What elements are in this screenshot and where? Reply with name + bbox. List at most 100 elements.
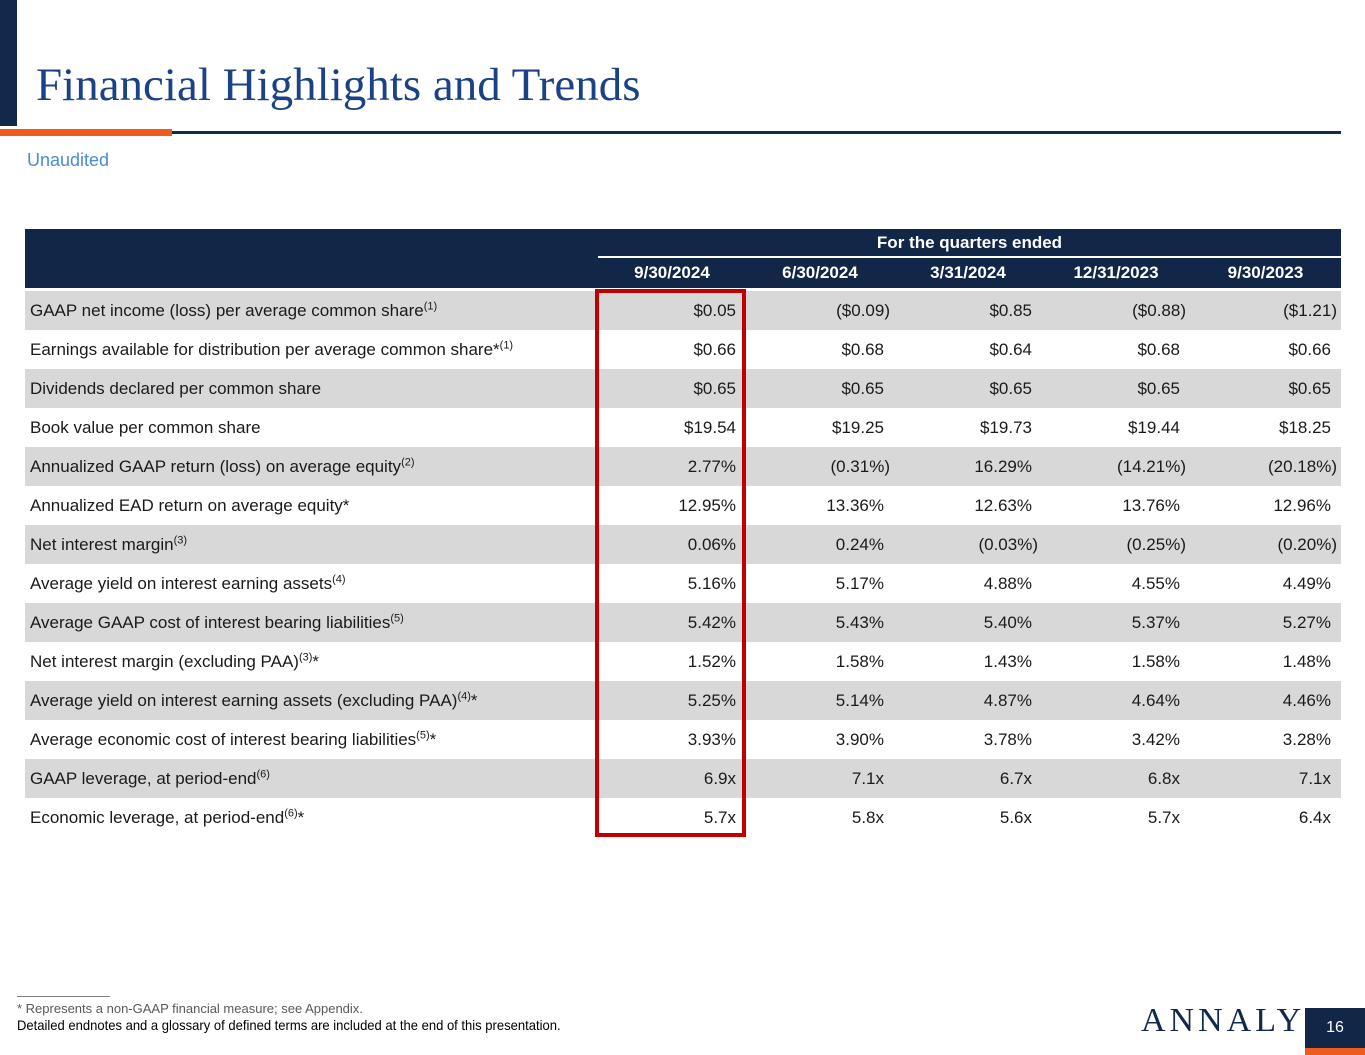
column-header-row: 9/30/2024 6/30/2024 3/31/2024 12/31/2023 9/3… (25, 258, 1341, 288)
cell-value: 6.8x (1147, 768, 1180, 788)
orange-rule (0, 129, 172, 136)
cell-value: $19.54 (684, 417, 736, 437)
cell-value: 4.88% (983, 573, 1032, 593)
table-row: Average GAAP cost of interest bearing li… (25, 603, 1341, 642)
cell-value: $19.73 (980, 417, 1032, 437)
row-label: Annualized EAD return on average equity* (30, 495, 350, 515)
cell-value: 12.63% (974, 495, 1032, 515)
row-label: GAAP net income (loss) per average commo… (30, 299, 438, 320)
table-row: Annualized GAAP return (loss) on average… (25, 447, 1341, 486)
cell-value: 5.43% (835, 612, 884, 632)
cell-value: 12.95% (678, 495, 736, 515)
cell-value: $0.66 (1288, 339, 1331, 359)
cell-value: $19.44 (1128, 417, 1180, 437)
cell-value: $0.65 (989, 378, 1032, 398)
footnote-endnotes: Detailed endnotes and a glossary of defi… (17, 1017, 561, 1033)
group-header-row: For the quarters ended (25, 229, 1341, 258)
cell-value: $0.68 (841, 339, 884, 359)
page-title: Financial Highlights and Trends (36, 59, 641, 111)
cell-value: $0.65 (1137, 378, 1180, 398)
page-number: 16 (1326, 1019, 1344, 1036)
cell-value: 3.28% (1282, 729, 1331, 749)
column-header: 3/31/2024 (930, 263, 1006, 282)
financial-highlights-table: For the quarters ended 9/30/2024 6/30/202… (25, 229, 1341, 837)
row-label: Economic leverage, at period-end(6)* (30, 806, 305, 827)
cell-value: 6.9x (703, 768, 736, 788)
cell-value: (0.25%) (1126, 534, 1186, 554)
table-row: Average yield on interest earning assets… (25, 564, 1341, 603)
cell-value: 5.42% (687, 612, 736, 632)
table-row: Net interest margin (excluding PAA)(3)* 1… (25, 642, 1341, 681)
navy-rule (172, 131, 1341, 134)
table-body: GAAP net income (loss) per average commo… (25, 291, 1341, 837)
table-row: Economic leverage, at period-end(6)* 5.7x… (25, 798, 1341, 837)
cell-value: $0.66 (693, 339, 736, 359)
row-label: Average GAAP cost of interest bearing li… (30, 611, 404, 632)
column-header: 9/30/2024 (634, 263, 710, 282)
row-label: Average yield on interest earning assets… (30, 572, 346, 593)
table-row: Dividends declared per common share $0.65… (25, 369, 1341, 408)
row-label: Average yield on interest earning assets… (30, 689, 478, 710)
cell-value: $0.65 (693, 378, 736, 398)
left-accent-bar (0, 0, 17, 126)
table-row: GAAP leverage, at period-end(6) 6.9x 7.1x 6… (25, 759, 1341, 798)
cell-value: (0.03%) (978, 534, 1038, 554)
logo-text: ANNALY (1141, 1002, 1306, 1039)
table-row: Earnings available for distribution per … (25, 330, 1341, 369)
cell-value: 4.55% (1131, 573, 1180, 593)
table-header: For the quarters ended 9/30/2024 6/30/202… (25, 229, 1341, 291)
cell-value: 5.16% (687, 573, 736, 593)
unaudited-label: Unaudited (27, 150, 110, 170)
cell-value: 1.58% (835, 651, 884, 671)
cell-value: ($0.09) (836, 300, 890, 320)
cell-value: 3.93% (687, 729, 736, 749)
cell-value: 5.7x (1147, 807, 1180, 827)
table-row: Average economic cost of interest bearin… (25, 720, 1341, 759)
cell-value: 0.06% (687, 534, 736, 554)
cell-value: 5.25% (687, 690, 736, 710)
cell-value: 1.58% (1131, 651, 1180, 671)
table-row: GAAP net income (loss) per average commo… (25, 291, 1341, 330)
cell-value: 5.6x (999, 807, 1032, 827)
page-box-orange-strip (1305, 1048, 1365, 1055)
cell-value: 13.76% (1122, 495, 1180, 515)
cell-value: $0.65 (1288, 378, 1331, 398)
cell-value: 3.90% (835, 729, 884, 749)
column-header: 6/30/2024 (782, 263, 858, 282)
cell-value: 5.7x (703, 807, 736, 827)
cell-value: 6.4x (1298, 807, 1331, 827)
cell-value: 5.40% (983, 612, 1032, 632)
cell-value: 3.78% (983, 729, 1032, 749)
cell-value: 4.64% (1131, 690, 1180, 710)
column-header: 12/31/2023 (1073, 263, 1159, 282)
row-label: Average economic cost of interest bearin… (30, 728, 437, 749)
row-label: Net interest margin (excluding PAA)(3)* (30, 650, 320, 671)
column-header: 9/30/2023 (1227, 263, 1304, 282)
cell-value: 2.77% (687, 456, 736, 476)
cell-value: 16.29% (974, 456, 1032, 476)
row-label: Earnings available for distribution per … (30, 338, 514, 359)
cell-value: 5.17% (835, 573, 884, 593)
cell-value: $18.25 (1279, 417, 1331, 437)
page-number-box: 16 (1305, 1008, 1365, 1048)
row-label: Annualized GAAP return (loss) on average… (30, 455, 415, 476)
footnote-divider (17, 996, 110, 997)
cell-value: $19.25 (832, 417, 884, 437)
table-row: Annualized EAD return on average equity*… (25, 486, 1341, 525)
cell-value: $0.65 (841, 378, 884, 398)
cell-value: 0.24% (835, 534, 884, 554)
cell-value: 7.1x (1298, 768, 1331, 788)
cell-value: 5.8x (851, 807, 884, 827)
cell-value: $0.64 (989, 339, 1032, 359)
cell-value: (0.31%) (830, 456, 890, 476)
row-label: Dividends declared per common share (30, 378, 322, 398)
cell-value: ($1.21) (1283, 300, 1337, 320)
cell-value: (20.18%) (1268, 456, 1337, 476)
cell-value: 5.14% (835, 690, 884, 710)
annaly-logo: ANNALY® (1141, 1002, 1313, 1040)
table-row: Book value per common share $19.54 $19.25 $… (25, 408, 1341, 447)
cell-value: 5.37% (1131, 612, 1180, 632)
cell-value: $0.68 (1137, 339, 1180, 359)
footnote-non-gaap: * Represents a non-GAAP financial measur… (17, 1001, 363, 1016)
cell-value: 3.42% (1131, 729, 1180, 749)
